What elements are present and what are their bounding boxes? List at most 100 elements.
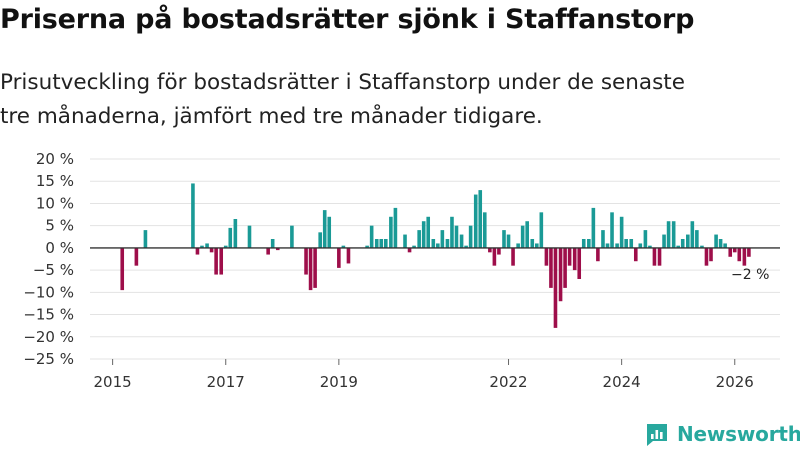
bar (304, 247, 308, 275)
bar (525, 221, 529, 248)
y-tick-label: −25 % (23, 350, 74, 368)
bar (671, 221, 676, 248)
bar (638, 243, 643, 248)
y-tick-label: −5 % (33, 261, 74, 279)
bar (619, 216, 624, 248)
bar (596, 247, 600, 262)
gridlines (90, 158, 780, 360)
y-tick-label: 10 % (36, 194, 74, 212)
bar (732, 247, 737, 253)
bar (624, 239, 628, 248)
bar (247, 225, 252, 248)
bar (605, 243, 610, 248)
brand-name: Newsworthy (677, 422, 800, 446)
bar (516, 243, 520, 248)
y-tick-label: −10 % (23, 283, 74, 301)
bar (143, 230, 148, 248)
bar (219, 247, 224, 275)
newsworthy-logo-icon (647, 424, 667, 446)
bar (346, 247, 351, 264)
bar (704, 247, 709, 266)
bar (643, 230, 648, 248)
bar (633, 247, 638, 262)
bar (563, 247, 567, 288)
bar (615, 243, 619, 248)
bar (553, 247, 558, 328)
y-tick-label: 15 % (36, 172, 74, 190)
bar (436, 243, 440, 248)
bar (737, 247, 742, 262)
bar (709, 247, 713, 262)
bar (275, 247, 280, 251)
chart-subtitle: Prisutveckling för bostadsrätter i Staff… (0, 70, 685, 129)
bar (690, 221, 695, 248)
bar (313, 247, 317, 288)
bar (120, 247, 125, 291)
bar (205, 243, 209, 248)
last-value-annotation: −2 % (731, 267, 769, 283)
bar (572, 247, 577, 271)
bar (318, 232, 322, 248)
bar (327, 216, 332, 248)
bar (365, 245, 369, 248)
x-tick-label: 2022 (489, 373, 527, 391)
bar (389, 216, 393, 248)
bar (450, 216, 454, 248)
bar (322, 210, 327, 248)
x-tick-label: 2015 (94, 373, 132, 391)
bar (610, 212, 614, 248)
bar (666, 221, 671, 248)
bar (369, 225, 374, 248)
bar (379, 239, 384, 248)
bar (270, 239, 275, 248)
bar (478, 190, 483, 248)
bar (544, 247, 549, 266)
y-tick-label: 5 % (45, 217, 74, 235)
y-tick-label: −15 % (23, 306, 74, 324)
bar (445, 239, 450, 248)
bar (488, 247, 492, 253)
bar (657, 247, 662, 266)
x-tick-label: 2019 (320, 373, 358, 391)
bar (421, 221, 426, 248)
bar (383, 239, 388, 248)
bar (233, 219, 238, 248)
bar (134, 247, 139, 266)
bar (191, 183, 195, 248)
bar (482, 212, 487, 248)
bar (676, 245, 680, 248)
bar (652, 247, 657, 266)
bar (695, 230, 699, 248)
bar (680, 239, 685, 248)
bar (662, 234, 666, 248)
bar (648, 245, 652, 248)
y-tick-label: 0 % (45, 239, 74, 257)
bar (290, 225, 294, 248)
bar (337, 247, 341, 268)
bar (567, 247, 572, 266)
bar (530, 239, 535, 248)
bar (228, 227, 233, 248)
bar (601, 230, 605, 248)
bar (223, 245, 228, 248)
bar (591, 207, 596, 248)
bar (403, 234, 407, 248)
bar (209, 247, 214, 253)
bar (577, 247, 582, 279)
y-axis-ticks: 20 % 15 % 10 % 5 % 0 % −5 % −10 % −15 % −20 % −25… (23, 150, 74, 368)
x-tick-label: 2024 (603, 373, 641, 391)
bar (407, 247, 412, 253)
chart-title: Priserna på bostadsrätter sjönk i Staffa… (0, 4, 695, 35)
bar (473, 194, 478, 248)
bar (511, 247, 515, 266)
bar (417, 230, 421, 248)
x-tick-label: 2026 (716, 373, 754, 391)
bar (558, 247, 563, 302)
bar (629, 239, 634, 248)
x-tick-label: 2017 (207, 373, 245, 391)
bar (723, 243, 727, 248)
y-tick-label: 20 % (36, 150, 74, 168)
bar (700, 245, 704, 248)
bar (718, 239, 723, 248)
bar (520, 225, 525, 248)
